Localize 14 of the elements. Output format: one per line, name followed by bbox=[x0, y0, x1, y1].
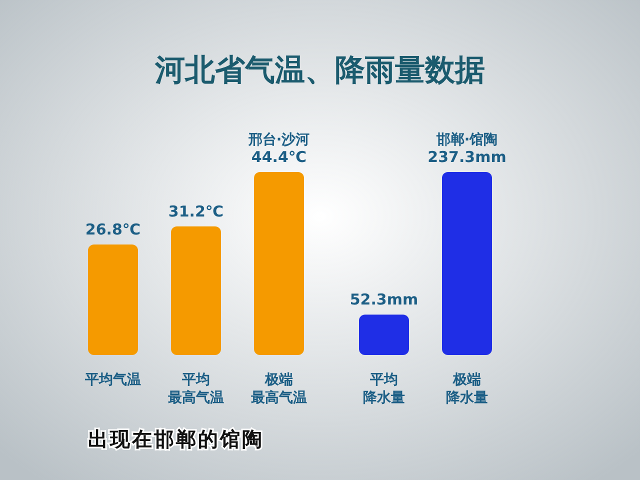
x-tick-label: 平均降水量 bbox=[363, 372, 405, 406]
data-label: 44.4℃ bbox=[251, 148, 307, 166]
x-tick-label: 平均最高气温 bbox=[167, 372, 224, 406]
data-label: 31.2℃ bbox=[168, 202, 224, 220]
x-tick-label: 极端最高气温 bbox=[250, 372, 307, 406]
data-label: 52.3mm bbox=[350, 290, 418, 309]
chart-title: 河北省气温、降雨量数据 bbox=[154, 53, 485, 88]
text: 邯郸·馆陶 bbox=[435, 131, 498, 148]
data-label: 26.8℃ bbox=[85, 220, 141, 239]
annotation: 邢台·沙河 bbox=[247, 132, 310, 148]
x-tick-label: 极端降水量 bbox=[446, 372, 488, 406]
text: 出现在邯郸的馆陶 bbox=[88, 427, 264, 451]
x-tick-label: 平均气温 bbox=[84, 372, 141, 388]
data-label: 237.3mm bbox=[428, 148, 506, 166]
